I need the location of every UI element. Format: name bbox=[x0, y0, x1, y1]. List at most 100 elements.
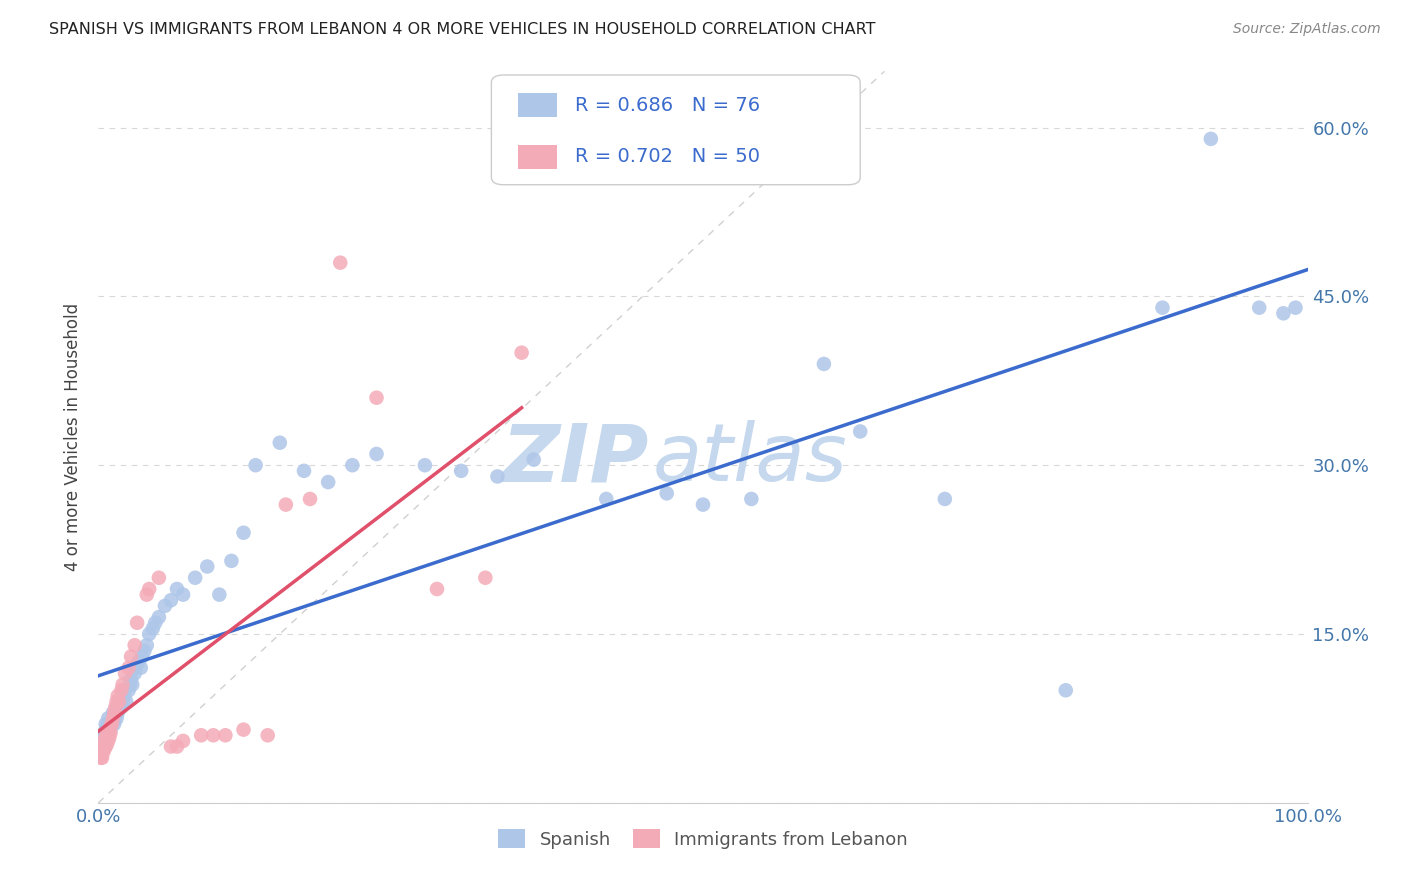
Point bbox=[96, 728, 118, 742]
Point bbox=[221, 554, 243, 568]
Point bbox=[1199, 132, 1222, 146]
Point bbox=[94, 717, 117, 731]
Point bbox=[195, 559, 218, 574]
Point bbox=[114, 683, 136, 698]
Point bbox=[118, 683, 141, 698]
Text: SPANISH VS IMMIGRANTS FROM LEBANON 4 OR MORE VEHICLES IN HOUSEHOLD CORRELATION C: SPANISH VS IMMIGRANTS FROM LEBANON 4 OR … bbox=[49, 22, 876, 37]
Point bbox=[172, 734, 194, 748]
Point bbox=[342, 458, 364, 473]
Text: ZIP: ZIP bbox=[501, 420, 648, 498]
Point bbox=[1054, 683, 1077, 698]
Point bbox=[108, 694, 131, 708]
Point bbox=[97, 717, 120, 731]
Point bbox=[740, 491, 762, 506]
Point bbox=[138, 582, 160, 596]
Point bbox=[127, 615, 149, 630]
Point bbox=[104, 700, 127, 714]
Point bbox=[90, 751, 112, 765]
Point bbox=[366, 447, 388, 461]
Point bbox=[450, 464, 472, 478]
Point bbox=[103, 717, 125, 731]
Point bbox=[245, 458, 267, 473]
Point bbox=[413, 458, 436, 473]
Point bbox=[94, 739, 117, 754]
Point bbox=[96, 737, 118, 751]
Point bbox=[166, 582, 188, 596]
Point bbox=[1152, 301, 1174, 315]
Point bbox=[486, 469, 509, 483]
Point bbox=[97, 728, 120, 742]
Text: atlas: atlas bbox=[652, 420, 846, 498]
Point bbox=[208, 588, 231, 602]
Point bbox=[120, 672, 142, 686]
Point bbox=[101, 706, 124, 720]
Point bbox=[523, 452, 546, 467]
Point bbox=[98, 723, 121, 737]
Point bbox=[100, 717, 122, 731]
Point bbox=[90, 745, 112, 759]
Point bbox=[153, 599, 176, 613]
Point bbox=[269, 435, 291, 450]
Text: Source: ZipAtlas.com: Source: ZipAtlas.com bbox=[1233, 22, 1381, 37]
Point bbox=[105, 700, 128, 714]
Point bbox=[93, 741, 115, 756]
Point bbox=[120, 649, 142, 664]
Text: R = 0.686   N = 76: R = 0.686 N = 76 bbox=[575, 95, 761, 114]
Point bbox=[107, 706, 129, 720]
Point bbox=[232, 723, 254, 737]
Point bbox=[93, 728, 115, 742]
Point bbox=[98, 731, 121, 745]
Point bbox=[692, 498, 714, 512]
Point bbox=[274, 498, 297, 512]
Point bbox=[510, 345, 533, 359]
Legend: Spanish, Immigrants from Lebanon: Spanish, Immigrants from Lebanon bbox=[491, 822, 915, 856]
Point bbox=[202, 728, 225, 742]
Point bbox=[134, 644, 156, 658]
Point bbox=[107, 689, 129, 703]
Point bbox=[97, 711, 120, 725]
Point bbox=[114, 666, 136, 681]
Point bbox=[135, 638, 157, 652]
Point bbox=[91, 741, 114, 756]
Point bbox=[595, 491, 617, 506]
Point bbox=[160, 739, 183, 754]
Point bbox=[93, 734, 115, 748]
Point bbox=[366, 391, 388, 405]
Point bbox=[329, 255, 352, 269]
Point bbox=[101, 711, 124, 725]
Point bbox=[105, 694, 128, 708]
Point bbox=[299, 491, 322, 506]
Point bbox=[105, 711, 128, 725]
FancyBboxPatch shape bbox=[517, 145, 557, 169]
Point bbox=[1249, 301, 1271, 315]
Point bbox=[94, 723, 117, 737]
Point bbox=[100, 717, 122, 731]
Point bbox=[91, 751, 114, 765]
Point bbox=[110, 683, 132, 698]
FancyBboxPatch shape bbox=[492, 75, 860, 185]
Point bbox=[184, 571, 207, 585]
Point bbox=[256, 728, 278, 742]
Point bbox=[655, 486, 678, 500]
Point bbox=[112, 689, 135, 703]
Point bbox=[316, 475, 339, 489]
Point bbox=[91, 745, 114, 759]
Point bbox=[100, 717, 122, 731]
Point bbox=[96, 723, 118, 737]
Point bbox=[115, 694, 138, 708]
Point bbox=[103, 706, 125, 720]
Point bbox=[91, 728, 114, 742]
Y-axis label: 4 or more Vehicles in Household: 4 or more Vehicles in Household bbox=[65, 303, 83, 571]
Point bbox=[142, 621, 165, 635]
Point bbox=[232, 525, 254, 540]
Text: R = 0.702   N = 50: R = 0.702 N = 50 bbox=[575, 147, 759, 167]
Point bbox=[148, 610, 170, 624]
Point bbox=[934, 491, 956, 506]
Point bbox=[190, 728, 212, 742]
Point bbox=[849, 425, 872, 439]
Point bbox=[118, 661, 141, 675]
Point bbox=[813, 357, 835, 371]
Point bbox=[124, 666, 146, 681]
Point bbox=[166, 739, 188, 754]
Point bbox=[1272, 306, 1295, 320]
